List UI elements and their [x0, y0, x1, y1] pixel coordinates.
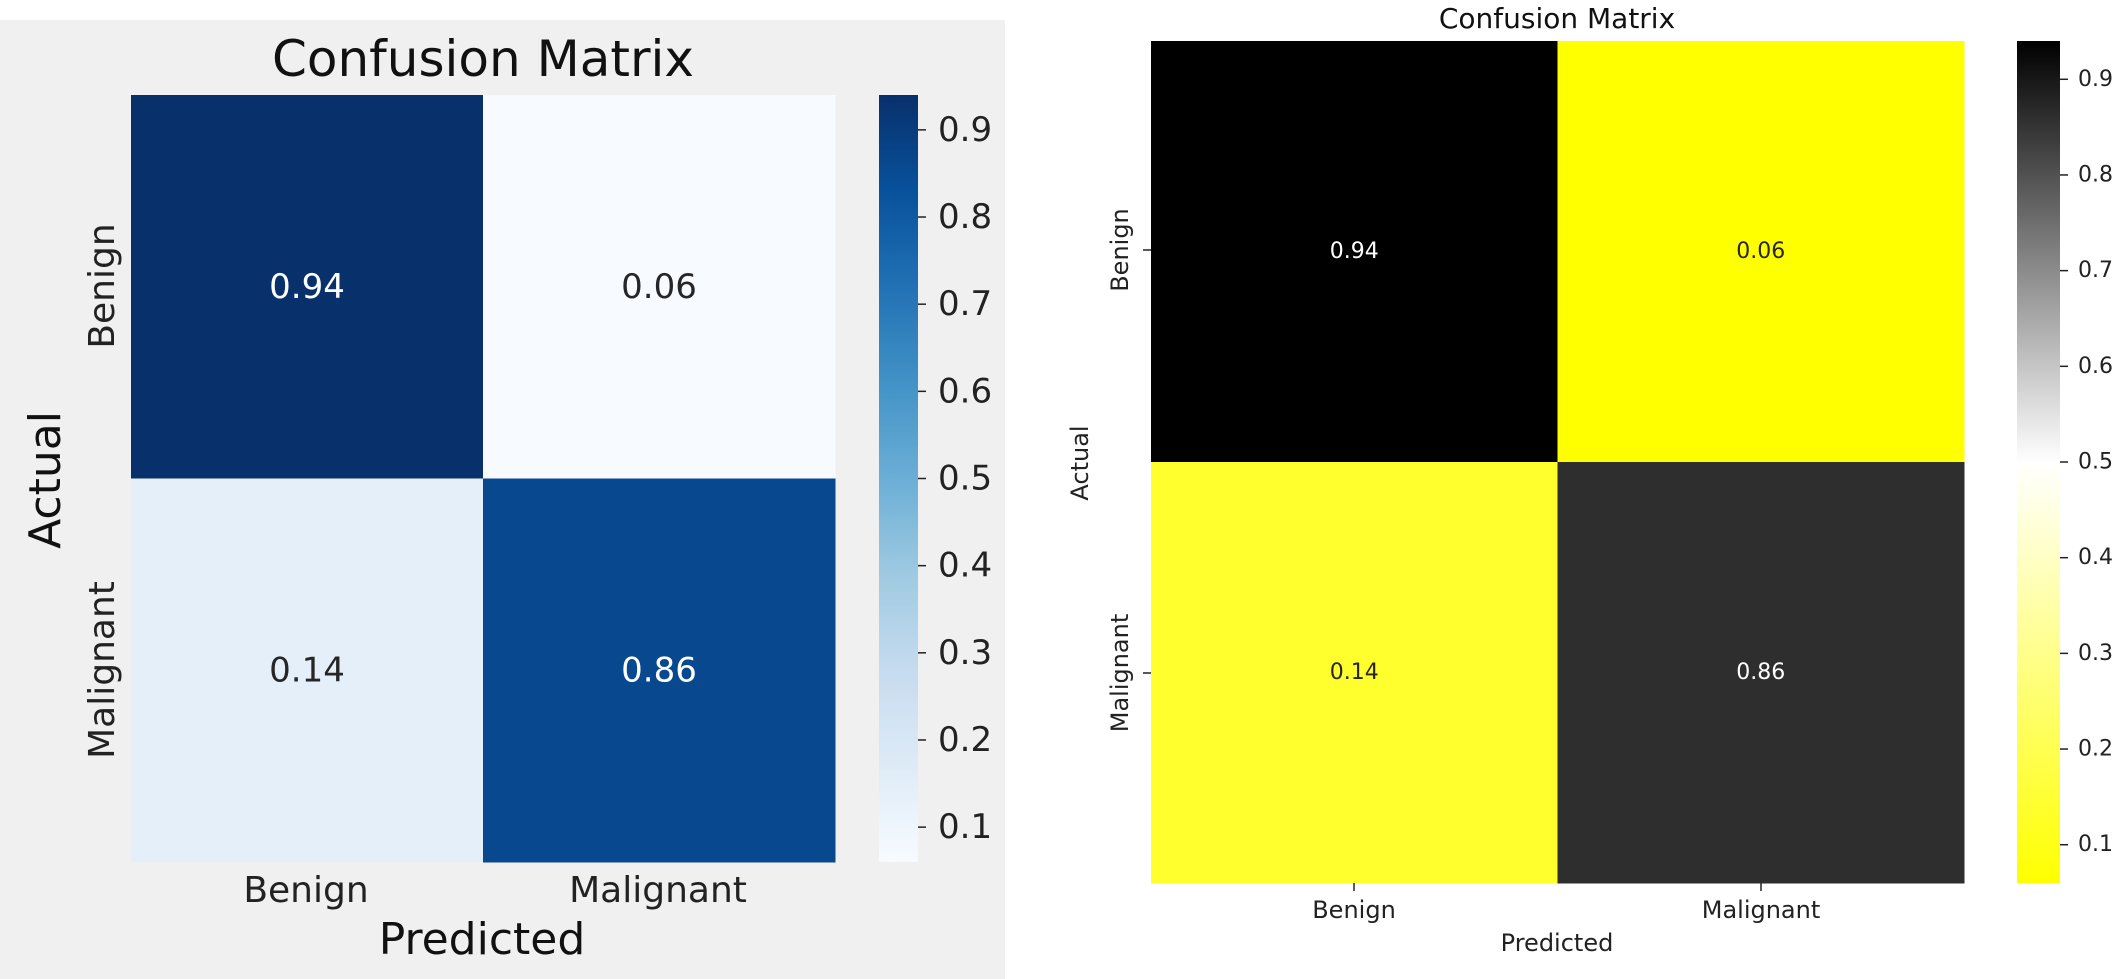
right-chart: Confusion Matrix 0.94 0.06 0.14 0.86 Benign… [1066, 2, 2113, 957]
left-y-tick-malignant: Malignant [82, 581, 123, 759]
cell-value-label: 0.86 [1736, 660, 1785, 685]
colorbar-tick-label: 0.1 [938, 807, 992, 847]
right-chart-title: Confusion Matrix [1439, 2, 1675, 35]
right-x-tick-marks [1353, 883, 1762, 891]
left-y-tick-benign: Benign [82, 223, 123, 348]
right-x-tick-malignant: Malignant [1702, 896, 1821, 924]
right-colorbar-ticks: 0.1 0.2 0.3 0.4 0.5 0.6 0.7 0.8 0.9 [2060, 67, 2113, 857]
right-colorbar [2017, 41, 2060, 883]
colorbar-tick-label: 0.2 [938, 720, 992, 760]
heatmap-cell [483, 478, 836, 863]
colorbar-tick-label: 0.4 [938, 546, 992, 586]
left-x-tick-malignant: Malignant [569, 870, 747, 911]
heatmap-cell [1151, 462, 1558, 884]
colorbar-tick-label: 0.8 [938, 197, 992, 237]
heatmap-cell [1151, 41, 1558, 463]
heatmap-cell [131, 478, 484, 863]
colorbar-tick-label: 0.4 [2078, 545, 2113, 570]
left-x-tick-benign: Benign [243, 870, 368, 911]
right-x-tick-benign: Benign [1312, 896, 1396, 924]
right-y-tick-malignant: Malignant [1106, 614, 1134, 733]
left-heatmap-cell-labels: 0.94 0.06 0.14 0.86 [269, 267, 697, 691]
colorbar-tick-label: 0.9 [2078, 67, 2113, 92]
cell-value-label: 0.06 [1736, 239, 1785, 264]
right-y-tick-benign: Benign [1106, 208, 1134, 292]
heatmap-cell [1557, 462, 1965, 884]
cell-value-label: 0.14 [1330, 660, 1379, 685]
left-colorbar [879, 95, 918, 862]
left-x-axis-label: Predicted [379, 914, 586, 965]
right-y-tick-marks [1143, 249, 1151, 674]
cell-value-label: 0.06 [621, 267, 697, 307]
cell-value-label: 0.14 [269, 650, 345, 690]
right-y-axis-label: Actual [1066, 425, 1094, 500]
colorbar-tick-label: 0.9 [938, 110, 992, 150]
left-colorbar-ticks: 0.1 0.2 0.3 0.4 0.5 0.6 0.7 0.8 0.9 [918, 110, 992, 847]
colorbar-tick-label: 0.3 [2078, 641, 2113, 666]
colorbar-tick-label: 0.7 [938, 284, 992, 324]
colorbar-tick-label: 0.5 [938, 459, 992, 499]
heatmap-cell [1557, 41, 1965, 463]
colorbar-tick-label: 0.1 [2078, 832, 2113, 857]
heatmap-cell [131, 95, 484, 479]
colorbar-tick-label: 0.2 [2078, 737, 2113, 762]
cell-value-label: 0.94 [269, 267, 345, 307]
cell-value-label: 0.86 [621, 650, 697, 690]
right-heatmap-cells [1151, 41, 1965, 884]
colorbar-tick-label: 0.3 [938, 633, 992, 673]
right-heatmap-cell-labels: 0.94 0.06 0.14 0.86 [1330, 239, 1785, 685]
right-x-axis-label: Predicted [1501, 929, 1614, 957]
left-chart-title: Confusion Matrix [272, 30, 694, 88]
colorbar-tick-label: 0.8 [2078, 162, 2113, 187]
left-chart: Confusion Matrix 0.94 0.06 0.14 0.86 Benign… [20, 30, 992, 965]
colorbar-tick-label: 0.6 [2078, 354, 2113, 379]
colorbar-tick-label: 0.7 [2078, 258, 2113, 283]
colorbar-tick-label: 0.5 [2078, 450, 2113, 475]
heatmap-cell [483, 95, 836, 479]
colorbar-tick-label: 0.6 [938, 371, 992, 411]
left-y-axis-label: Actual [20, 411, 71, 549]
cell-value-label: 0.94 [1330, 239, 1379, 264]
left-heatmap-cells [131, 95, 836, 863]
